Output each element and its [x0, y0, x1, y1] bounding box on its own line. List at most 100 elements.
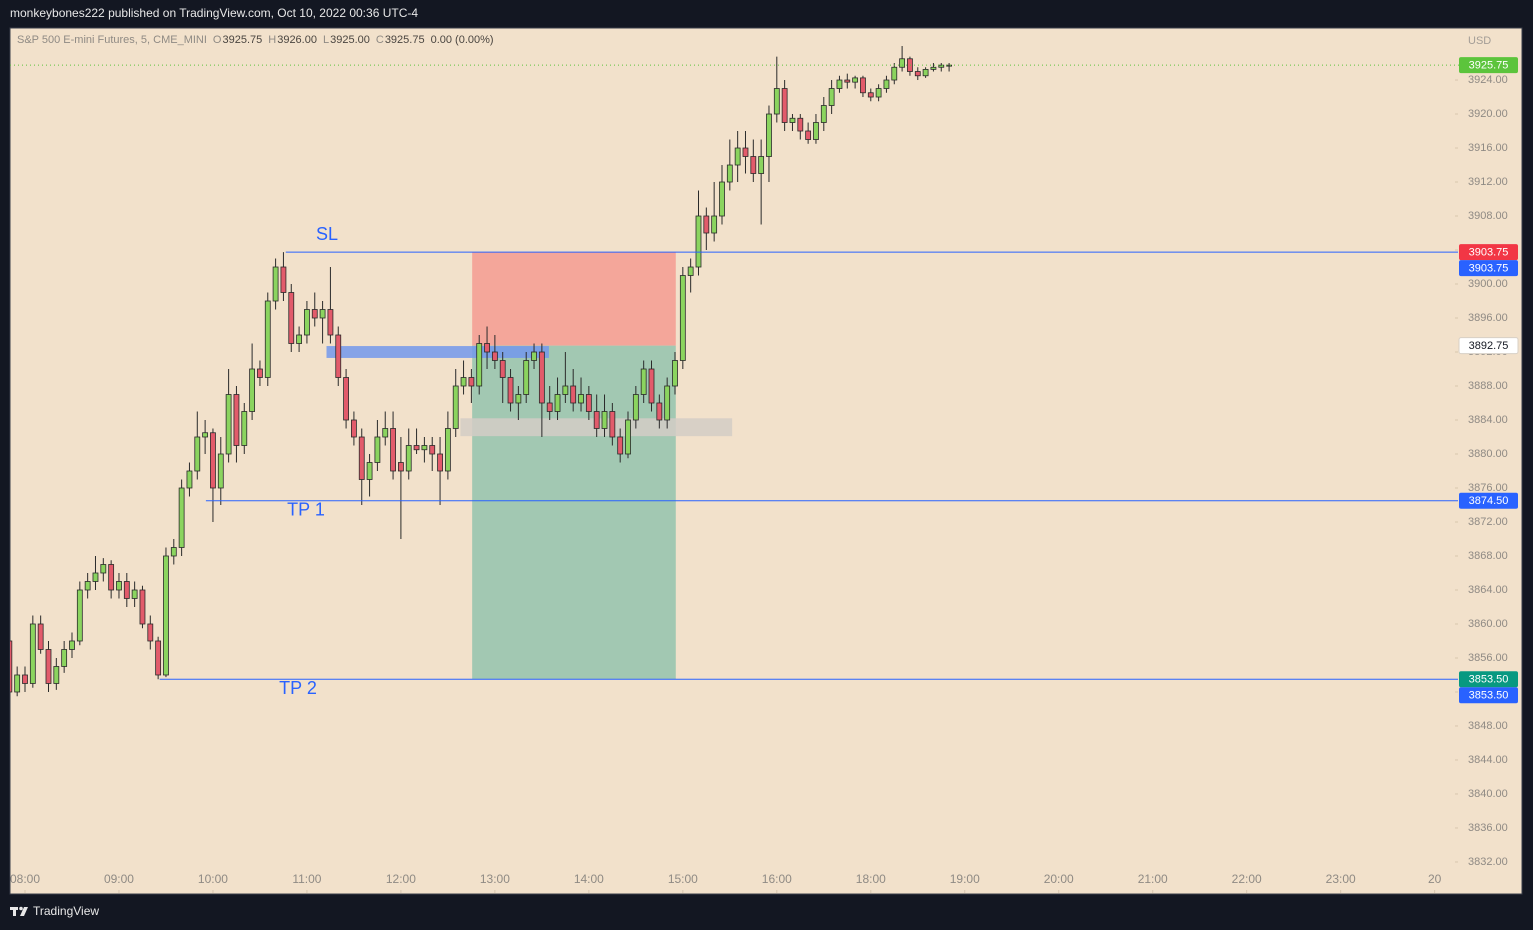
legend-key: H: [268, 34, 277, 46]
legend-value: 3925.75: [384, 34, 425, 46]
symbol: S&P 500 E-mini Futures, 5, CME_MINI: [17, 34, 207, 46]
candle-body: [22, 674, 28, 684]
candle-body: [695, 215, 702, 268]
chart-area: [9, 27, 1523, 895]
price-tag-label: 3925.75: [1469, 60, 1509, 72]
candle-body: [374, 436, 381, 463]
candle-body: [272, 266, 279, 302]
y-tick-label: 3876.00: [1468, 482, 1508, 494]
y-tick-label: 3872.00: [1468, 516, 1508, 528]
candle-body: [53, 666, 60, 684]
candle-body: [233, 394, 240, 446]
candle-body: [899, 58, 906, 68]
candle-body: [405, 445, 412, 472]
logo: [10, 906, 28, 916]
candle-body: [585, 394, 592, 412]
legend-value: 3925.00: [330, 34, 370, 46]
candle-body: [852, 77, 859, 83]
candle-body: [828, 88, 835, 106]
y-tick-label: 3912.00: [1468, 176, 1508, 188]
y-tick-label: 3848.00: [1468, 720, 1508, 732]
x-tick-label: 15:00: [668, 872, 698, 886]
y-tick-label: 3916.00: [1468, 142, 1508, 154]
price-tag-label: 3903.75: [1469, 263, 1509, 275]
candle-body: [499, 360, 506, 378]
candle-body: [836, 79, 843, 89]
candle-body: [922, 68, 929, 77]
candle-body: [813, 122, 819, 140]
price-tag: [1459, 260, 1518, 277]
candle-body: [789, 117, 796, 123]
candle-body: [860, 77, 866, 94]
candle-body: [241, 411, 248, 446]
candle-body: [523, 360, 530, 395]
candle-body: [358, 436, 365, 480]
candle-body: [131, 589, 138, 599]
candle-body: [601, 411, 608, 429]
candle-body: [883, 79, 890, 89]
level-label: TP 1: [287, 499, 325, 519]
level-label: SL: [316, 224, 338, 244]
x-tick-label: 12:00: [386, 872, 416, 886]
candle-body: [29, 623, 36, 684]
candle-body: [84, 581, 91, 591]
candle-body: [844, 79, 851, 83]
candle-body: [703, 215, 710, 234]
price-tag-label: 3853.50: [1469, 690, 1509, 702]
candle-body: [672, 360, 678, 387]
candle-body: [656, 402, 663, 421]
candle-body: [264, 300, 271, 378]
candle-body: [163, 555, 169, 676]
candle-body: [92, 572, 99, 582]
candle-body: [382, 428, 389, 438]
candle-body: [351, 419, 357, 438]
candle-body: [460, 377, 467, 387]
candle-body: [625, 419, 631, 455]
candle-body: [930, 66, 937, 70]
x-tick-label: 08:00: [10, 872, 40, 886]
ohlc-legend: O3925.75 H3926.00 L3925.00 C3925.75: [213, 34, 431, 46]
x-tick-label: 16:00: [762, 872, 792, 886]
footer-brand: TradingView: [33, 904, 99, 918]
candle-body: [507, 377, 514, 404]
candle-body: [664, 385, 671, 421]
price-tag-label: 3874.50: [1469, 495, 1509, 507]
candle-body: [538, 351, 545, 404]
x-tick-label: 20:00: [1044, 872, 1074, 886]
candle-body: [531, 351, 537, 361]
candle-body: [398, 462, 404, 472]
candle-body: [734, 147, 741, 166]
candle-body: [311, 309, 318, 319]
candle-body: [820, 105, 827, 123]
candle-body: [679, 275, 686, 361]
y-tick-label: 3880.00: [1468, 448, 1508, 460]
candle-body: [578, 394, 584, 404]
candle-body: [687, 266, 694, 276]
change: 0.00 (0.00%): [430, 34, 494, 46]
price-tag: [1459, 671, 1518, 688]
candle-body: [914, 71, 921, 77]
candle-body: [61, 649, 68, 667]
candle-body: [750, 156, 757, 174]
candle-body: [280, 266, 287, 293]
candle-body: [476, 343, 483, 387]
y-tick-label: 3888.00: [1468, 380, 1508, 392]
candle-body: [147, 623, 154, 642]
candle-body: [202, 432, 209, 438]
publisher: monkeybones222 published on TradingView.…: [10, 6, 418, 20]
currency: USD: [1468, 35, 1491, 47]
x-tick-label: 22:00: [1232, 872, 1262, 886]
candle-body: [178, 487, 185, 548]
price-tag: [1459, 492, 1518, 509]
candle-body: [69, 640, 75, 650]
plot-clip: [10, 46, 952, 697]
candle-body: [726, 164, 733, 183]
y-tick-label: 3920.00: [1468, 108, 1508, 120]
price-tag-label: 3903.75: [1469, 247, 1509, 259]
candle-body: [640, 368, 647, 395]
y-tick-label: 3864.00: [1468, 584, 1508, 596]
candle-body: [491, 351, 498, 361]
candle-body: [797, 117, 804, 132]
x-tick-label: 13:00: [480, 872, 510, 886]
y-tick-label: 3908.00: [1468, 210, 1508, 222]
